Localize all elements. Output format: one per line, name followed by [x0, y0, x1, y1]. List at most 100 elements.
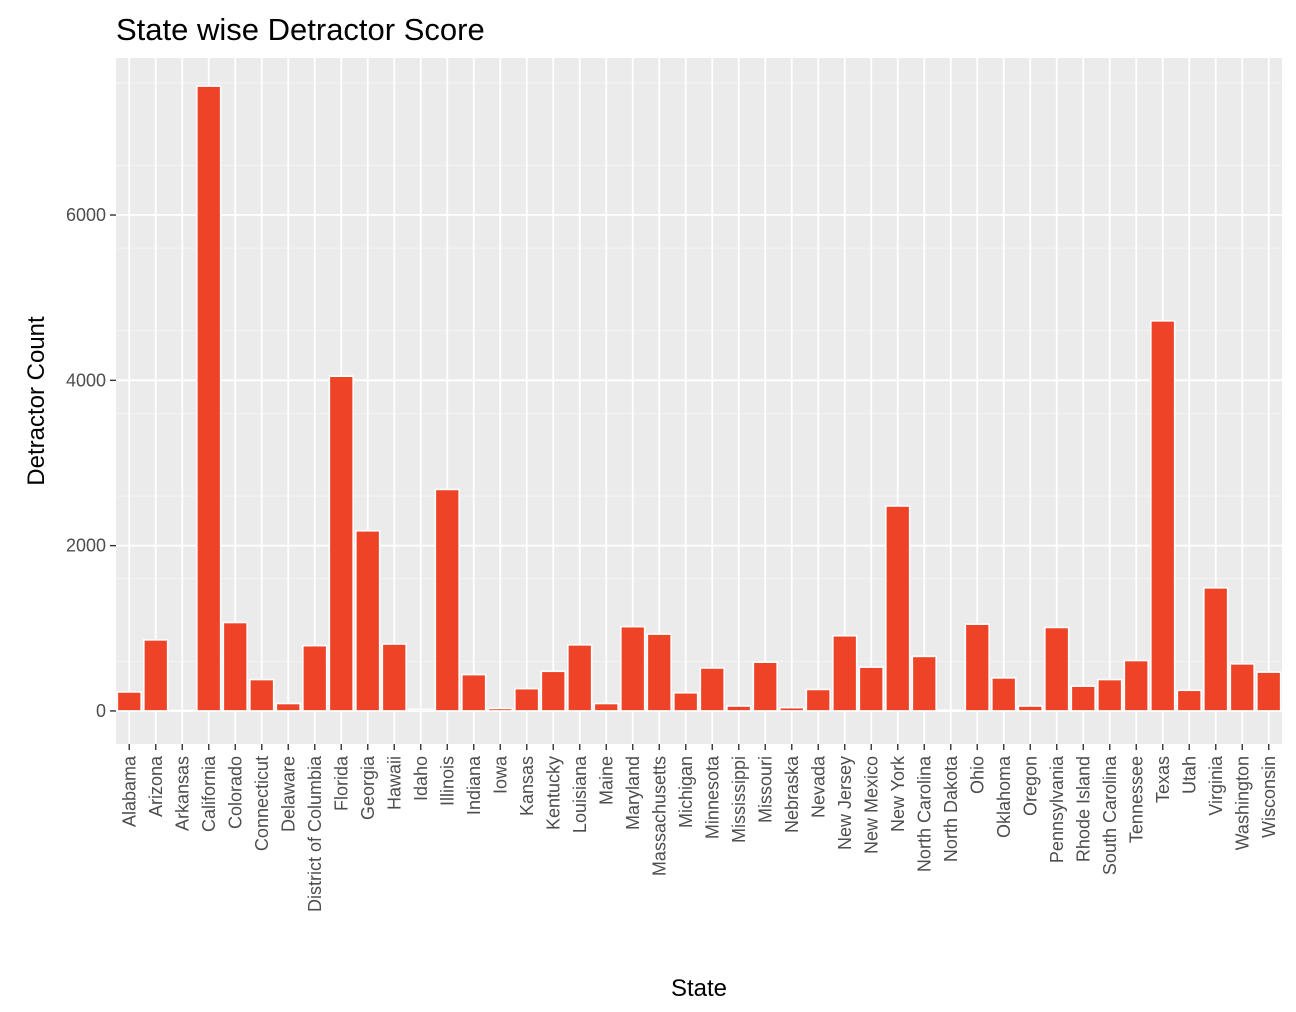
x-tick-label: District of Columbia — [305, 755, 325, 912]
x-tick-label: Iowa — [490, 755, 510, 794]
bar-hawaii — [381, 643, 407, 712]
bar-rhode-island — [1070, 685, 1096, 712]
bar-oklahoma — [991, 677, 1017, 712]
x-tick-label: Arkansas — [172, 756, 192, 831]
x-tick-label: Colorado — [225, 756, 245, 829]
x-tick-label: North Dakota — [941, 755, 961, 862]
bar-nebraska — [779, 706, 805, 712]
x-tick-label: Washington — [1232, 756, 1252, 850]
bar-wisconsin — [1256, 671, 1282, 712]
bar-mississippi — [726, 705, 752, 712]
bar-virginia — [1203, 586, 1229, 712]
x-tick-label: Hawaii — [384, 756, 404, 810]
x-tick-label: Delaware — [278, 756, 298, 832]
x-tick-label: Maryland — [623, 756, 643, 830]
bar-arkansas — [169, 709, 195, 712]
bar-louisiana — [567, 644, 593, 712]
bar-oregon — [1017, 705, 1043, 712]
bar-new-mexico — [858, 666, 884, 712]
bar-massachusetts — [646, 633, 672, 712]
x-tick-label: New Mexico — [861, 756, 881, 854]
x-tick-label: Utah — [1179, 756, 1199, 794]
y-axis: 0 2000 4000 6000 — [66, 205, 116, 721]
x-tick-label: Nevada — [808, 755, 828, 818]
bar-minnesota — [699, 667, 725, 712]
bar-connecticut — [249, 678, 275, 712]
bar-texas — [1150, 320, 1176, 712]
bar-maine — [593, 702, 619, 712]
x-tick-label: Mississippi — [729, 756, 749, 843]
x-axis: Alabama Arizona Arkansas California Colorado… — [119, 744, 1279, 912]
bar-utah — [1176, 689, 1202, 712]
x-tick-label: Florida — [331, 755, 351, 811]
bar-michigan — [673, 691, 699, 712]
bar-south-carolina — [1097, 678, 1123, 712]
x-tick-label: Connecticut — [252, 756, 272, 851]
bar-pennsylvania — [1044, 626, 1070, 712]
y-axis-title: Detractor Count — [23, 316, 50, 486]
x-tick-label: Louisiana — [570, 755, 590, 833]
x-tick-label: Pennsylvania — [1047, 755, 1067, 863]
x-tick-label: Massachusetts — [649, 756, 669, 876]
x-tick-label: Alabama — [119, 755, 139, 827]
bar-california — [196, 85, 222, 712]
x-tick-label: Ohio — [967, 756, 987, 794]
x-tick-label: Wisconsin — [1259, 756, 1279, 838]
bar-arizona — [143, 639, 169, 712]
bar-florida — [328, 375, 354, 712]
bar-kansas — [514, 687, 540, 712]
x-tick-label: Illinois — [437, 756, 457, 806]
bar-ohio — [964, 623, 990, 712]
bar-illinois — [434, 488, 460, 712]
bar-new-jersey — [832, 634, 858, 712]
x-tick-label: California — [199, 755, 219, 832]
x-tick-label: Kansas — [517, 756, 537, 816]
x-tick-label: Missouri — [755, 756, 775, 823]
x-axis-title: State — [671, 975, 727, 1002]
x-tick-label: South Carolina — [1100, 755, 1120, 875]
x-tick-label: Maine — [596, 756, 616, 805]
x-tick-label: Texas — [1153, 756, 1173, 803]
bar-delaware — [275, 702, 301, 712]
y-tick-label: 6000 — [66, 205, 106, 225]
bar-idaho — [408, 708, 434, 712]
x-tick-label: New York — [888, 755, 908, 832]
x-tick-label: Rhode Island — [1073, 756, 1093, 862]
x-tick-label: North Carolina — [914, 755, 934, 872]
y-tick-label: 4000 — [66, 370, 106, 390]
x-tick-label: Tennessee — [1126, 756, 1146, 843]
y-tick-label: 2000 — [66, 536, 106, 556]
x-tick-label: Arizona — [146, 755, 166, 817]
bar-kentucky — [540, 670, 566, 712]
x-tick-label: New Jersey — [835, 756, 855, 850]
bar-north-carolina — [911, 655, 937, 712]
x-tick-label: Georgia — [358, 755, 378, 820]
bar-georgia — [355, 529, 381, 712]
x-tick-label: Oregon — [1020, 756, 1040, 816]
x-tick-label: Virginia — [1206, 755, 1226, 816]
x-tick-label: Kentucky — [543, 756, 563, 830]
bar-maryland — [620, 625, 646, 712]
x-tick-label: Indiana — [464, 755, 484, 815]
bar-district-of-columbia — [302, 644, 328, 712]
bar-indiana — [461, 673, 487, 712]
x-tick-label: Nebraska — [782, 755, 802, 833]
bars — [116, 85, 1282, 712]
x-tick-label: Idaho — [411, 756, 431, 801]
bar-new-york — [885, 505, 911, 712]
bar-missouri — [752, 661, 778, 712]
bar-washington — [1229, 663, 1255, 712]
bar-colorado — [222, 621, 248, 712]
bar-alabama — [116, 691, 142, 712]
chart-title: State wise Detractor Score — [116, 12, 485, 47]
bar-iowa — [487, 707, 513, 712]
y-tick-label: 0 — [96, 701, 106, 721]
bar-north-dakota — [938, 709, 964, 712]
plot-panel — [116, 58, 1282, 744]
bar-nevada — [805, 688, 831, 712]
x-tick-label: Oklahoma — [994, 755, 1014, 838]
grid-major — [116, 58, 1282, 744]
x-tick-label: Minnesota — [702, 755, 722, 839]
x-tick-label: Michigan — [676, 756, 696, 828]
